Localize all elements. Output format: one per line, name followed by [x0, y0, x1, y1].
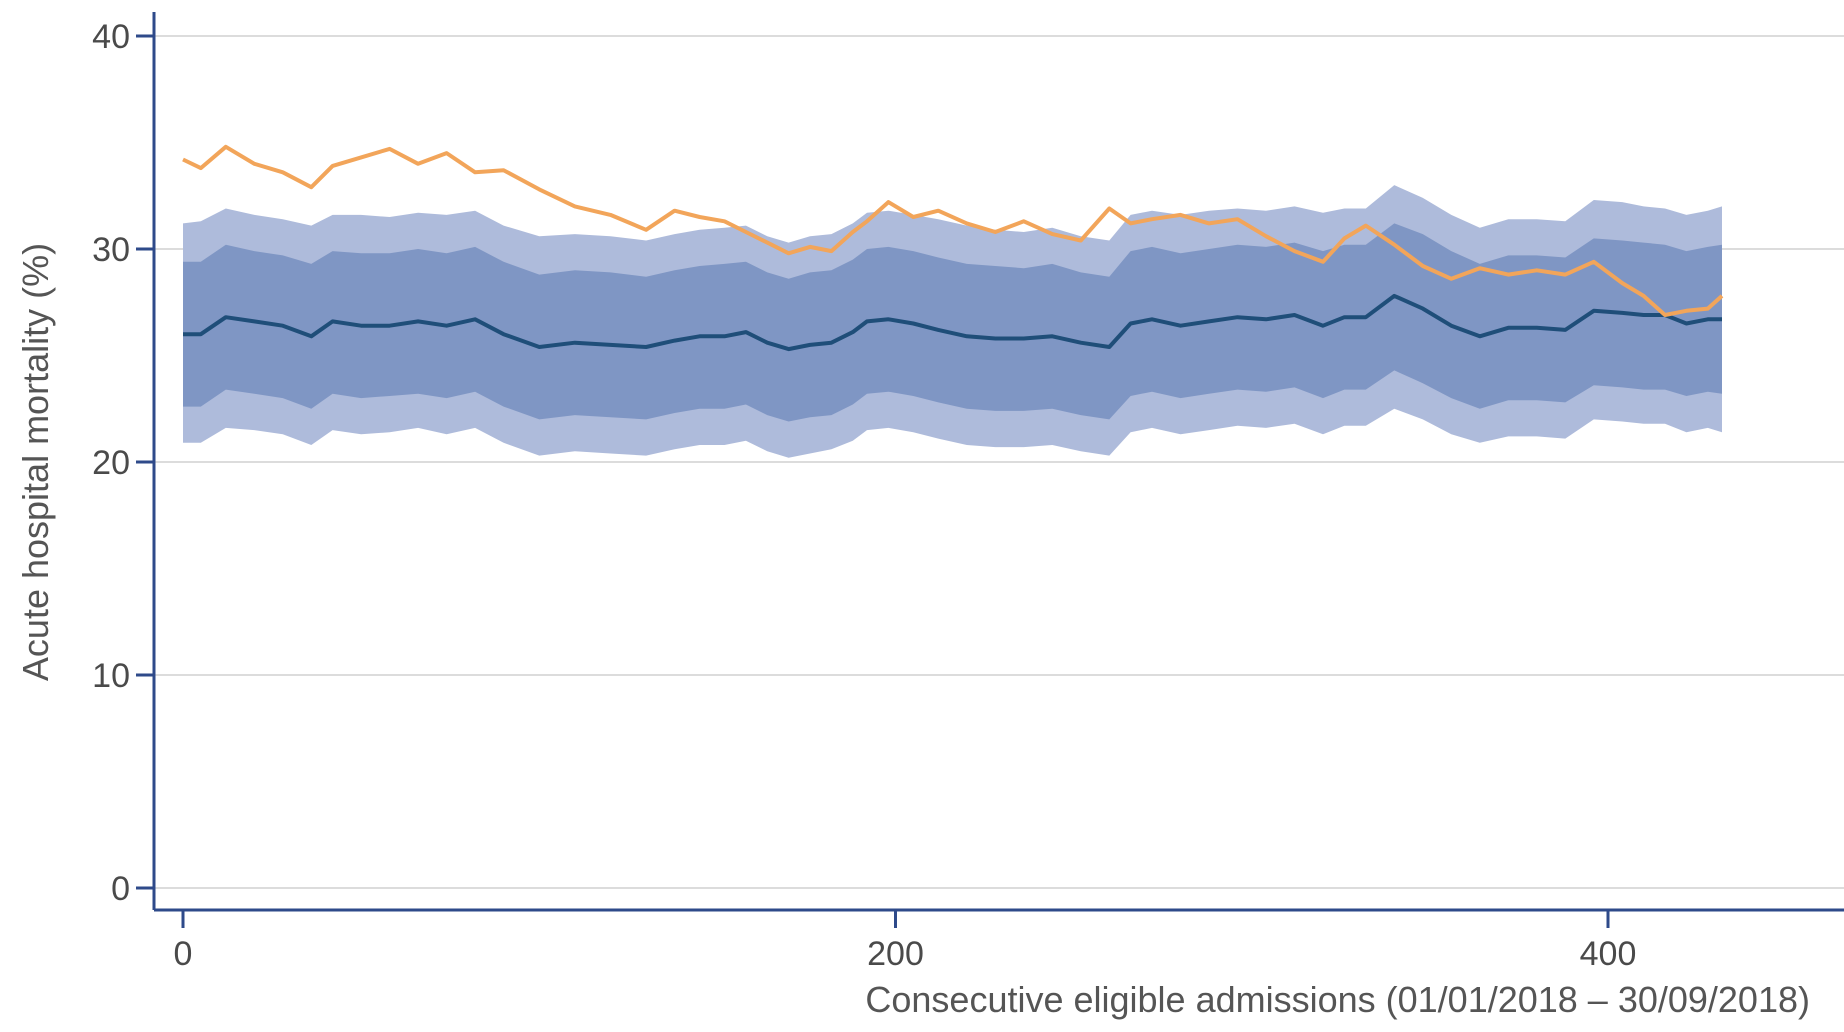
x-axis-label: Consecutive eligible admissions (01/01/2…: [865, 979, 1810, 1020]
y-axis-label: Acute hospital mortality (%): [15, 243, 56, 681]
observed-series-line: [182, 144, 1724, 317]
y-tick-label-30: 30: [92, 231, 130, 269]
x-tick-label-400: 400: [1580, 935, 1637, 973]
y-tick-label-40: 40: [92, 18, 130, 56]
y-tick-label-0: 0: [111, 870, 130, 908]
series-lines: [182, 144, 1724, 352]
y-tick-label-10: 10: [92, 657, 130, 695]
y-tick-label-20: 20: [92, 444, 130, 482]
x-tick-label-200: 200: [867, 935, 924, 973]
inner-band-area: [183, 223, 1722, 422]
axes: [136, 12, 1844, 928]
confidence-bands: [183, 185, 1722, 458]
grid-lines: [154, 35, 1844, 889]
x-tick-label-0: 0: [174, 935, 193, 973]
expected-series-line: [183, 293, 1722, 352]
